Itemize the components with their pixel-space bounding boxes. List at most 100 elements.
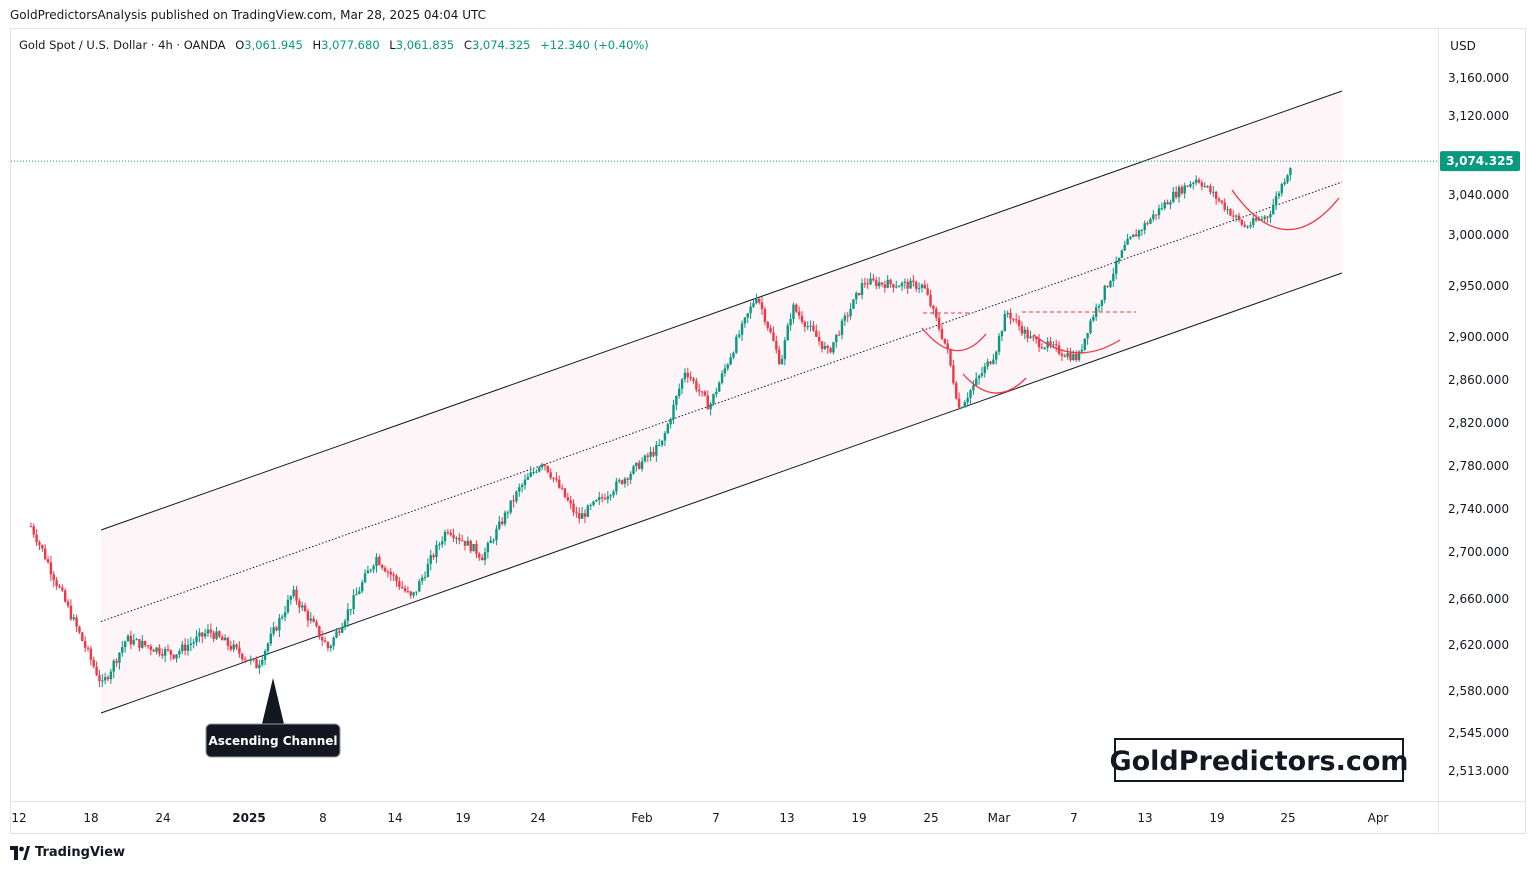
candle-body (343, 620, 347, 628)
candle-body (832, 342, 835, 353)
candle-body (732, 352, 735, 358)
candle-body (500, 521, 504, 524)
candle (837, 330, 841, 337)
candle-body (835, 334, 838, 343)
candle (500, 517, 504, 526)
candle-body (89, 648, 93, 660)
candle (492, 538, 495, 544)
candle (469, 539, 472, 554)
footer-brand[interactable]: TradingView (10, 845, 125, 860)
candle (549, 468, 552, 480)
x-tick-label: 18 (83, 811, 98, 825)
candle (595, 499, 598, 503)
legend-high: 3,077.680 (321, 38, 380, 52)
candle (489, 535, 492, 544)
candle (289, 595, 292, 605)
candle (872, 273, 875, 282)
candle (315, 619, 318, 628)
candle-body (1283, 182, 1286, 185)
candle-body (623, 478, 627, 484)
candle (543, 463, 547, 471)
y-tick-label: 2,620.000 (1448, 638, 1509, 652)
candle (372, 564, 375, 574)
x-tick-label: 7 (1070, 811, 1078, 825)
candle-body (797, 311, 801, 316)
candle-body (592, 501, 595, 506)
candle-body (412, 592, 415, 596)
candle-body (238, 647, 241, 654)
candle-body (272, 627, 275, 634)
candle-body (520, 484, 524, 488)
candle-body (749, 306, 752, 314)
x-tick-label: 19 (1209, 811, 1224, 825)
candle-body (258, 664, 261, 669)
y-tick-label: 2,700.000 (1448, 545, 1509, 559)
candle-body (1029, 336, 1032, 339)
candle (1223, 198, 1226, 212)
candle-body (301, 605, 304, 608)
x-tick-label: 24 (530, 811, 545, 825)
candle (1089, 318, 1092, 335)
candle (972, 380, 975, 395)
candle (1106, 285, 1109, 289)
candle-body (806, 326, 809, 328)
candle (275, 625, 278, 632)
candle (795, 303, 798, 314)
candle-body (1037, 339, 1041, 348)
candle-body (32, 526, 35, 535)
candle (609, 493, 612, 501)
candle-body (552, 477, 555, 479)
candle (460, 534, 464, 542)
candle-body (966, 397, 969, 403)
candle-body (286, 599, 290, 613)
legend-change: +12.340 (+0.40%) (540, 38, 649, 52)
candle (940, 323, 944, 341)
candle-body (1109, 281, 1112, 287)
y-tick-label: 2,740.000 (1448, 502, 1509, 516)
candle-body (1226, 209, 1229, 211)
candle-body (1212, 191, 1215, 193)
candle-body (1063, 355, 1066, 357)
candle-body (672, 404, 675, 420)
candle (343, 618, 347, 631)
candle-body (646, 455, 649, 457)
candle (995, 350, 998, 365)
candle (526, 472, 530, 480)
candle-body (652, 451, 655, 456)
candle-body (678, 388, 681, 396)
candle (1277, 191, 1281, 200)
candle (760, 296, 764, 315)
candle-body (306, 611, 310, 621)
candle (926, 283, 929, 296)
candle-body (777, 349, 781, 365)
candle (649, 446, 652, 462)
candle (1157, 204, 1161, 220)
candle-body (63, 590, 67, 602)
candle-body (515, 491, 518, 502)
candle-body (1132, 234, 1135, 238)
candle-body (1143, 223, 1146, 231)
candle (52, 571, 55, 587)
x-tick-label: 24 (155, 811, 170, 825)
candle-body (329, 645, 332, 649)
candle-body (281, 616, 284, 618)
candle-body (103, 677, 107, 681)
candle-body (620, 480, 624, 484)
candle-body (1106, 285, 1109, 287)
candle-body (478, 553, 481, 558)
candle-body (1032, 336, 1035, 338)
candle-body (132, 639, 135, 645)
candle-body (892, 284, 895, 288)
candle-body (640, 461, 644, 469)
candle (449, 529, 452, 537)
candle-body (1149, 219, 1152, 224)
candle (555, 472, 558, 483)
candle (797, 306, 801, 320)
candle-body (877, 282, 881, 287)
candle (509, 500, 512, 515)
candle (418, 578, 421, 592)
candle-body (912, 280, 915, 283)
candle (906, 278, 909, 295)
candle-body (866, 283, 869, 285)
